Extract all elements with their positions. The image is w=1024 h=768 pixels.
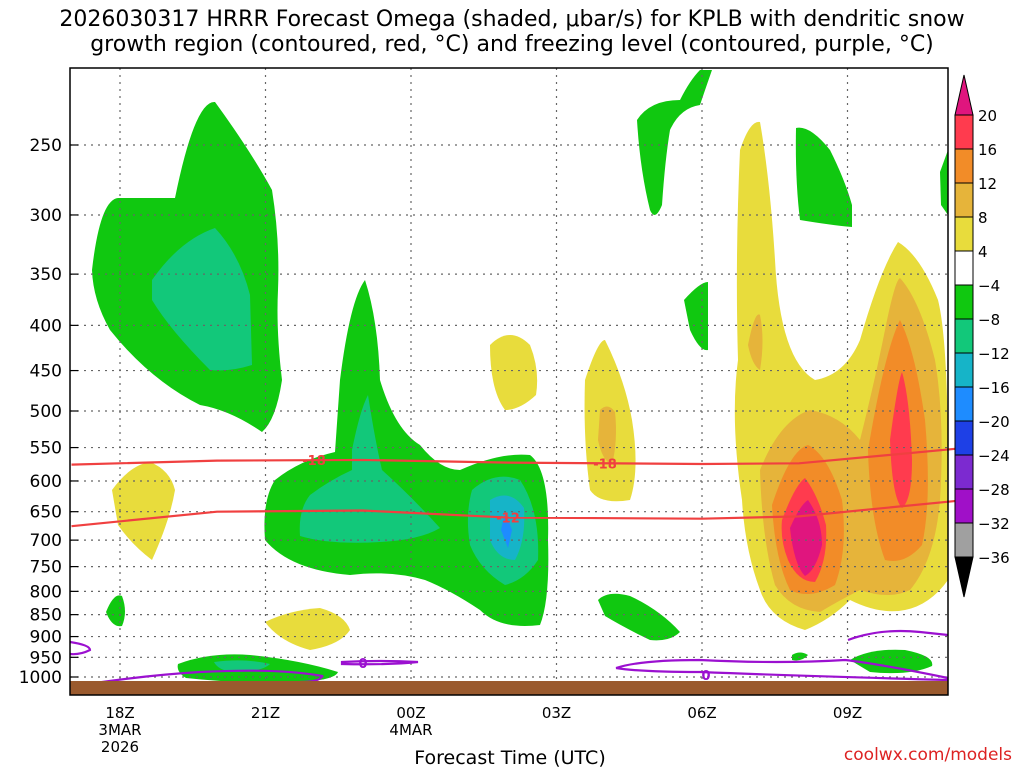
colorbar-swatch	[954, 352, 974, 388]
omega-region-yellow	[112, 462, 175, 560]
colorbar-swatch	[954, 386, 974, 422]
colorbar-label: −28	[978, 481, 1010, 499]
temperature-contour-label: -12	[496, 512, 520, 527]
freezing-contour-line	[340, 659, 419, 666]
colorbar: 20 16 12 8 4 −4 −8 −12 −16 −20 −24 −28 −32 −36	[954, 74, 1010, 598]
credit-text: coolwx.com/models	[844, 745, 1012, 765]
x-tick-label: 00Z	[396, 704, 425, 722]
x-tick-sublabel: 2026	[101, 738, 139, 756]
colorbar-swatch	[954, 318, 974, 354]
omega-region-green	[637, 70, 712, 215]
omega-region-green	[850, 649, 933, 674]
colorbar-label: −32	[978, 515, 1010, 533]
temperature-contours: -18 -18 -12	[71, 446, 969, 528]
freezing-level-contours	[69, 629, 949, 685]
y-tick-label: 750	[30, 558, 62, 578]
omega-region-green	[940, 150, 948, 215]
freezing-contour-line	[847, 629, 949, 642]
colorbar-swatch	[954, 522, 974, 558]
y-tick-label: 1000	[19, 668, 62, 688]
freezing-contour-label: 0	[701, 669, 710, 684]
axis-labels: 2503003504004505005506006507007508008509…	[19, 136, 862, 756]
y-tick-label: 350	[30, 265, 62, 285]
y-tick-label: 700	[30, 531, 62, 551]
colorbar-swatch	[954, 284, 974, 320]
y-tick-label: 450	[30, 362, 62, 382]
omega-region-red	[890, 372, 912, 508]
colorbar-top-arrow	[954, 74, 974, 116]
colorbar-label: 4	[978, 243, 988, 261]
omega-region-yellow	[598, 406, 616, 465]
omega-region-blue	[501, 512, 512, 548]
omega-region-teal	[152, 228, 252, 371]
ground-surface	[70, 681, 948, 695]
x-tick-label: 06Z	[687, 704, 716, 722]
colorbar-swatch	[954, 182, 974, 218]
omega-region-green	[106, 595, 125, 627]
y-tick-label: 950	[30, 648, 62, 668]
y-tick-label: 800	[30, 582, 62, 602]
y-tick-label: 550	[30, 439, 62, 459]
y-tick-label: 250	[30, 136, 62, 156]
colorbar-label: −12	[978, 345, 1010, 363]
x-tick-label: 21Z	[251, 704, 280, 722]
omega-region-yellow	[265, 608, 350, 650]
y-tick-label: 850	[30, 606, 62, 626]
chart-title-line-1: 2026030317 HRRR Forecast Omega (shaded, …	[59, 7, 965, 32]
x-tick-label: 18Z	[105, 704, 134, 722]
omega-region-green	[792, 652, 808, 661]
colorbar-label: −24	[978, 447, 1010, 465]
temperature-contour-label: -18	[302, 454, 326, 469]
colorbar-label: −20	[978, 413, 1010, 431]
colorbar-swatch	[954, 216, 974, 252]
y-tick-label: 900	[30, 628, 62, 648]
chart-title-line-2: growth region (contoured, red, °C) and f…	[90, 32, 934, 57]
x-axis-label: Forecast Time (UTC)	[414, 747, 605, 768]
colorbar-bottom-arrow	[954, 556, 974, 598]
omega-region-magenta	[790, 500, 822, 576]
x-tick-sublabel: 4MAR	[389, 721, 432, 739]
omega-shading	[92, 70, 948, 683]
temperature-contour-label: -18	[593, 457, 617, 472]
colorbar-swatch	[954, 454, 974, 490]
omega-region-green	[684, 282, 708, 351]
y-tick-label: 500	[30, 402, 62, 422]
colorbar-label: −4	[978, 277, 1000, 295]
freezing-contour-label: 0	[358, 657, 367, 672]
omega-region-gold	[748, 314, 763, 370]
colorbar-swatch	[954, 250, 974, 286]
y-tick-label: 600	[30, 472, 62, 492]
grid-lines	[70, 68, 948, 695]
freezing-contour-line	[94, 669, 324, 685]
freezing-contour-line	[69, 640, 92, 656]
colorbar-label: 16	[978, 141, 997, 159]
temperature-contour-line	[71, 446, 969, 466]
colorbar-label: 12	[978, 175, 997, 193]
colorbar-label: −8	[978, 311, 1000, 329]
y-tick-label: 650	[30, 503, 62, 523]
omega-region-green	[598, 593, 680, 641]
colorbar-label: −36	[978, 549, 1010, 567]
colorbar-label: −16	[978, 379, 1010, 397]
omega-region-yellow	[490, 335, 538, 410]
x-tick-sublabel: 3MAR	[98, 721, 141, 739]
omega-region-teal	[214, 660, 270, 672]
temperature-contour-line	[71, 498, 969, 528]
colorbar-swatch	[954, 488, 974, 524]
omega-region-teal	[299, 395, 440, 543]
colorbar-label: 20	[978, 107, 997, 125]
omega-region-green	[795, 127, 852, 227]
x-tick-label: 03Z	[542, 704, 571, 722]
freezing-contour-labels: 0 0	[358, 657, 710, 684]
colorbar-swatch	[954, 420, 974, 456]
freezing-contour-line	[615, 658, 949, 682]
colorbar-swatch	[954, 148, 974, 184]
plot-frame	[69, 67, 949, 696]
colorbar-label: 8	[978, 209, 988, 227]
x-tick-label: 09Z	[833, 704, 862, 722]
y-tick-label: 300	[30, 206, 62, 226]
y-tick-label: 400	[30, 316, 62, 336]
colorbar-swatch	[954, 114, 974, 150]
